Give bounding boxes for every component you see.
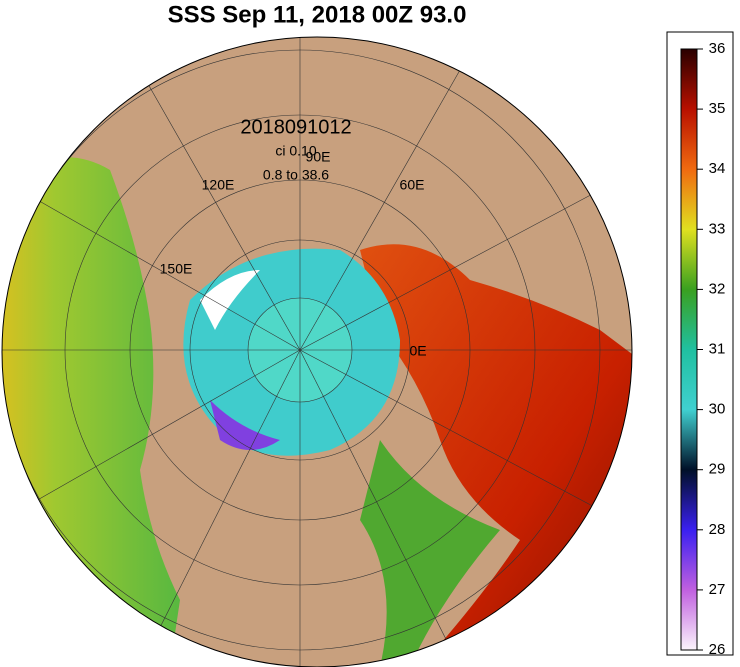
fresh [210, 400, 280, 450]
tick-label: 32 [709, 280, 726, 297]
tick-label: 33 [709, 220, 726, 237]
colorbar-frame [666, 31, 734, 656]
tick-label: 31 [709, 340, 726, 357]
annotation: 0.8 to 38.6 [263, 167, 329, 183]
annotation: 2018091012 [240, 116, 351, 138]
annotation: ci 0.10 [275, 143, 316, 159]
ice [200, 270, 260, 330]
longitude-label: 150E [160, 261, 193, 277]
colorbar-ticks: 26 27 28 29 30 31 32 33 34 35 36 [697, 40, 725, 658]
tick-label: 29 [709, 461, 726, 478]
title: SSS Sep 11, 2018 00Z 93.0 [168, 1, 467, 28]
tick-label: 26 [709, 641, 726, 658]
colorbar [680, 48, 698, 651]
tick-label: 35 [709, 100, 726, 117]
map-border [1, 36, 633, 667]
tick-label: 27 [709, 581, 726, 598]
tick-label: 28 [709, 521, 726, 538]
longitude-label: 90E [306, 149, 331, 165]
tick-label: 36 [709, 40, 726, 57]
longitude-label: 0E [409, 343, 426, 359]
longitude-label: 60E [400, 177, 425, 193]
map [2, 37, 632, 667]
tick-label: 34 [709, 160, 726, 177]
labrador [360, 440, 500, 667]
longitude-label: 120E [202, 177, 235, 193]
graticule [2, 37, 632, 667]
tick-label: 30 [709, 401, 726, 418]
